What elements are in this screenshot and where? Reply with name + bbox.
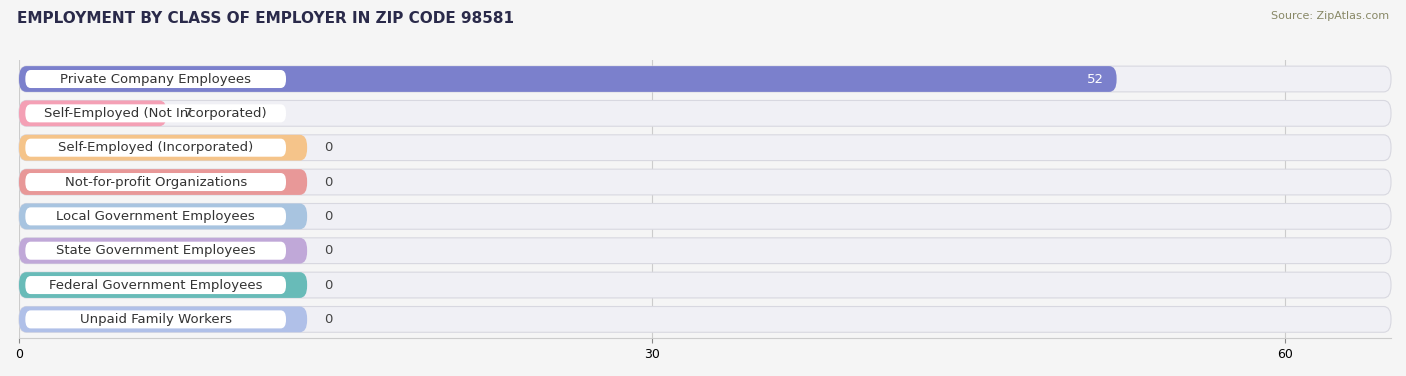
Text: 0: 0 <box>323 313 332 326</box>
FancyBboxPatch shape <box>25 104 285 122</box>
FancyBboxPatch shape <box>20 203 1391 229</box>
FancyBboxPatch shape <box>20 306 1391 332</box>
FancyBboxPatch shape <box>20 272 1391 298</box>
Text: 0: 0 <box>323 176 332 188</box>
Text: Federal Government Employees: Federal Government Employees <box>49 279 263 291</box>
Text: Private Company Employees: Private Company Employees <box>60 73 252 85</box>
Text: 0: 0 <box>323 141 332 154</box>
FancyBboxPatch shape <box>25 242 285 260</box>
FancyBboxPatch shape <box>20 306 307 332</box>
FancyBboxPatch shape <box>25 173 285 191</box>
Text: 0: 0 <box>323 279 332 291</box>
FancyBboxPatch shape <box>20 135 1391 161</box>
FancyBboxPatch shape <box>25 207 285 225</box>
Text: 0: 0 <box>323 210 332 223</box>
FancyBboxPatch shape <box>20 66 1391 92</box>
Text: 0: 0 <box>323 244 332 257</box>
FancyBboxPatch shape <box>25 276 285 294</box>
Text: Not-for-profit Organizations: Not-for-profit Organizations <box>65 176 247 188</box>
Text: 52: 52 <box>1087 73 1104 85</box>
Text: EMPLOYMENT BY CLASS OF EMPLOYER IN ZIP CODE 98581: EMPLOYMENT BY CLASS OF EMPLOYER IN ZIP C… <box>17 11 513 26</box>
Text: Self-Employed (Not Incorporated): Self-Employed (Not Incorporated) <box>45 107 267 120</box>
FancyBboxPatch shape <box>20 66 1116 92</box>
FancyBboxPatch shape <box>20 100 1391 126</box>
FancyBboxPatch shape <box>20 238 307 264</box>
Text: State Government Employees: State Government Employees <box>56 244 256 257</box>
FancyBboxPatch shape <box>20 169 1391 195</box>
FancyBboxPatch shape <box>20 272 307 298</box>
FancyBboxPatch shape <box>20 169 307 195</box>
FancyBboxPatch shape <box>20 238 1391 264</box>
FancyBboxPatch shape <box>25 70 285 88</box>
Text: Local Government Employees: Local Government Employees <box>56 210 254 223</box>
FancyBboxPatch shape <box>20 100 167 126</box>
FancyBboxPatch shape <box>20 203 307 229</box>
FancyBboxPatch shape <box>25 310 285 328</box>
FancyBboxPatch shape <box>20 135 307 161</box>
Text: Self-Employed (Incorporated): Self-Employed (Incorporated) <box>58 141 253 154</box>
Text: 7: 7 <box>184 107 193 120</box>
Text: Unpaid Family Workers: Unpaid Family Workers <box>80 313 232 326</box>
Text: Source: ZipAtlas.com: Source: ZipAtlas.com <box>1271 11 1389 21</box>
FancyBboxPatch shape <box>25 139 285 157</box>
